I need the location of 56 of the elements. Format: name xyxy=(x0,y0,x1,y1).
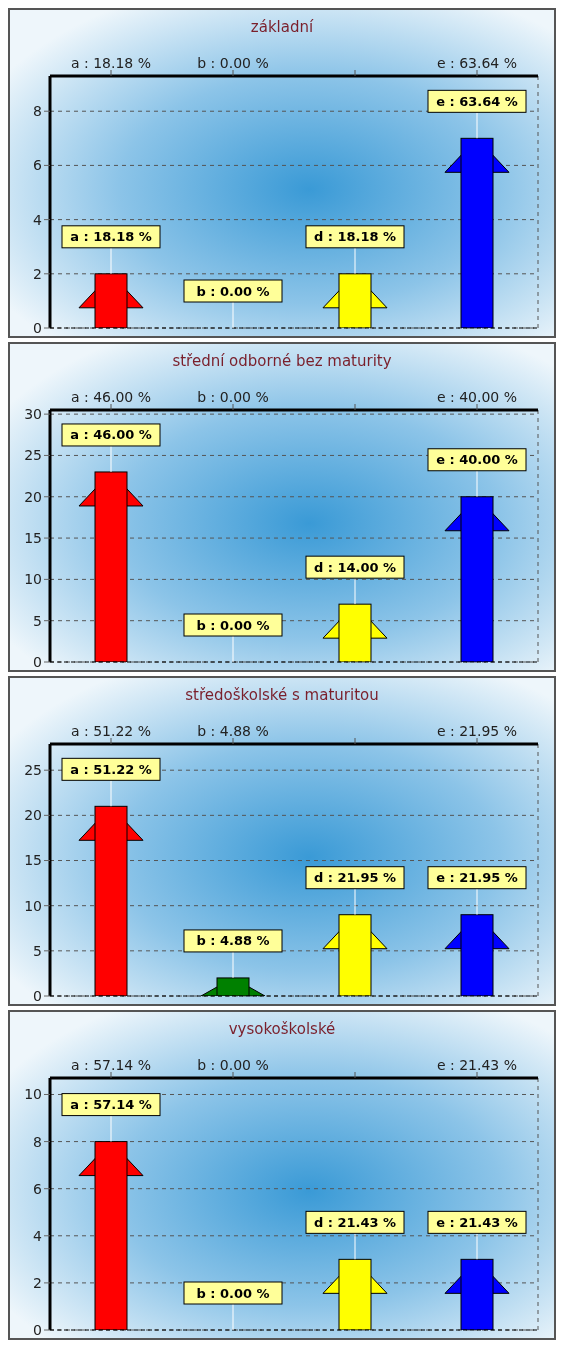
chart-title: středoškolské s maturitou xyxy=(184,686,380,706)
annotation: a : 57.14 % xyxy=(70,1097,152,1113)
annotation: b : 0.00 % xyxy=(196,617,270,633)
annotation: b : 0.00 % xyxy=(196,1285,270,1301)
x-tick-label: a : 18.18 % xyxy=(70,55,152,71)
chart-title: základní xyxy=(249,18,315,38)
annotation: b : 0.00 % xyxy=(196,283,270,299)
annotation: d : 18.18 % xyxy=(313,229,397,245)
y-tick-label: 10 xyxy=(24,897,42,914)
x-tick-label: a : 51.22 % xyxy=(70,723,152,739)
y-tick-label: 8 xyxy=(33,103,42,120)
x-tick-label: e : 40.00 % xyxy=(436,389,518,405)
annotation: a : 51.22 % xyxy=(70,761,152,777)
y-tick-label: 4 xyxy=(33,211,43,228)
y-tick-label: 5 xyxy=(33,612,42,629)
x-tick-label: b : 0.00 % xyxy=(197,389,269,405)
y-tick-label: 25 xyxy=(24,762,42,779)
y-tick-label: 20 xyxy=(24,488,42,505)
x-tick-label: a : 57.14 % xyxy=(70,1057,152,1073)
annotation: d : 21.43 % xyxy=(313,1214,397,1230)
annotation: e : 40.00 % xyxy=(436,452,518,468)
annotation: e : 21.43 % xyxy=(436,1214,518,1230)
chart-title: střední odborné bez maturity xyxy=(171,352,393,372)
y-tick-label: 0 xyxy=(33,1321,42,1338)
y-tick-label: 0 xyxy=(33,319,42,336)
y-tick-label: 6 xyxy=(33,157,43,174)
y-tick-label: 30 xyxy=(24,406,42,423)
x-tick-label: b : 4.88 % xyxy=(197,723,269,739)
y-tick-label: 0 xyxy=(33,987,42,1004)
annotation: d : 21.95 % xyxy=(313,870,397,886)
x-tick-label: e : 21.95 % xyxy=(436,723,518,739)
y-tick-label: 8 xyxy=(33,1133,42,1150)
x-tick-label: b : 0.00 % xyxy=(197,1057,269,1073)
y-tick-label: 6 xyxy=(33,1180,43,1197)
y-tick-label: 15 xyxy=(24,530,42,547)
x-tick-label: e : 21.43 % xyxy=(436,1057,518,1073)
x-tick-label: e : 63.64 % xyxy=(436,55,518,71)
y-tick-label: 4 xyxy=(33,1227,43,1244)
y-tick-label: 25 xyxy=(24,447,42,464)
y-tick-label: 10 xyxy=(24,1086,42,1103)
annotation: d : 14.00 % xyxy=(313,559,397,575)
annotation: e : 63.64 % xyxy=(436,93,518,109)
x-tick-label: b : 0.00 % xyxy=(197,55,269,71)
y-tick-label: 15 xyxy=(24,852,42,869)
annotation: a : 46.00 % xyxy=(70,427,152,443)
y-tick-label: 2 xyxy=(33,1274,42,1291)
annotation: a : 18.18 % xyxy=(70,229,152,245)
y-tick-label: 20 xyxy=(24,807,42,824)
y-tick-label: 10 xyxy=(24,571,42,588)
annotation: b : 4.88 % xyxy=(196,933,270,949)
y-tick-label: 2 xyxy=(33,265,42,282)
y-tick-label: 0 xyxy=(33,653,42,670)
annotation: e : 21.95 % xyxy=(436,870,518,886)
chart-title: vysokoškolské xyxy=(227,1020,337,1040)
y-tick-label: 5 xyxy=(33,942,42,959)
x-tick-label: a : 46.00 % xyxy=(70,389,152,405)
